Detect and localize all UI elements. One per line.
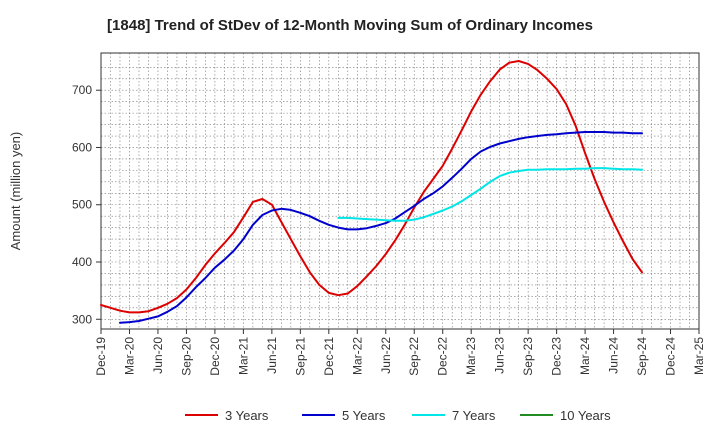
x-tick-label: Sep-23 bbox=[521, 337, 535, 376]
x-tick-label: Dec-23 bbox=[550, 337, 564, 376]
x-tick-label: Dec-22 bbox=[436, 337, 450, 376]
y-tick-label: 400 bbox=[72, 255, 92, 269]
x-tick-label: Jun-24 bbox=[607, 337, 621, 374]
x-tick-label: Mar-21 bbox=[236, 337, 250, 375]
vertical-gridlines bbox=[110, 53, 690, 329]
y-tick-label: 500 bbox=[72, 198, 92, 212]
legend: 3 Years 5 Years 7 Years 10 Years bbox=[185, 408, 611, 423]
x-tick-label: Mar-23 bbox=[464, 337, 478, 375]
series-line-7-years bbox=[337, 167, 643, 222]
legend-label-5-years: 5 Years bbox=[342, 408, 386, 423]
plot-area bbox=[100, 52, 700, 330]
x-axis-ticks: Dec-19 Mar-20 Jun-20 Sep-20 Dec-20 Mar-21 Jun-… bbox=[94, 329, 706, 376]
x-tick-label: Dec-21 bbox=[322, 337, 336, 376]
series-line-5-years bbox=[119, 131, 643, 324]
x-tick-label: Mar-20 bbox=[122, 337, 136, 375]
y-axis-label: Amount (million yen) bbox=[8, 132, 23, 251]
horizontal-gridlines bbox=[101, 67, 699, 320]
x-tick-label: Mar-22 bbox=[350, 337, 364, 375]
x-tick-label: Jun-20 bbox=[151, 337, 165, 374]
y-tick-label: 700 bbox=[72, 83, 92, 97]
y-axis-ticks: 300 400 500 600 700 bbox=[72, 83, 101, 326]
x-tick-label: Jun-22 bbox=[379, 337, 393, 374]
series-lines bbox=[100, 60, 643, 324]
x-tick-label: Sep-24 bbox=[635, 337, 649, 376]
x-tick-label: Dec-24 bbox=[664, 337, 678, 376]
x-tick-label: Jun-21 bbox=[265, 337, 279, 374]
x-tick-label: Sep-20 bbox=[179, 337, 193, 376]
x-tick-label: Mar-24 bbox=[578, 337, 592, 375]
legend-label-7-years: 7 Years bbox=[452, 408, 496, 423]
x-tick-label: Sep-22 bbox=[407, 337, 421, 376]
y-tick-label: 600 bbox=[72, 140, 92, 154]
x-tick-label: Mar-25 bbox=[692, 337, 706, 375]
x-tick-label: Sep-21 bbox=[293, 337, 307, 376]
y-tick-label: 300 bbox=[72, 312, 92, 326]
chart-title: [1848] Trend of StDev of 12-Month Moving… bbox=[107, 17, 593, 34]
legend-label-3-years: 3 Years bbox=[225, 408, 269, 423]
legend-label-10-years: 10 Years bbox=[560, 408, 611, 423]
x-tick-label: Jun-23 bbox=[493, 337, 507, 374]
x-tick-label: Dec-20 bbox=[208, 337, 222, 376]
x-tick-label: Dec-19 bbox=[94, 337, 108, 376]
series-line-3-years bbox=[100, 60, 643, 314]
